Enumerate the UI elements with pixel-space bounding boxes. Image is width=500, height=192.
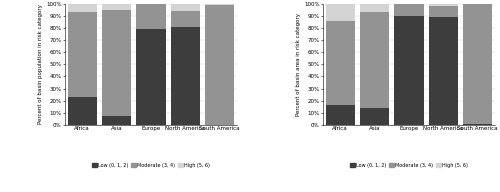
Bar: [429, 6, 458, 17]
Legend: Low (0, 1, 2), Moderate (3, 4), High (5, 6): Low (0, 1, 2), Moderate (3, 4), High (5,…: [348, 161, 470, 170]
Bar: [360, 108, 389, 125]
Bar: [463, 4, 492, 124]
Bar: [205, 5, 234, 125]
Bar: [102, 116, 131, 125]
Bar: [429, 17, 458, 125]
Bar: [102, 10, 131, 116]
Bar: [394, 16, 424, 125]
Bar: [205, 4, 234, 5]
Bar: [360, 4, 389, 12]
Bar: [136, 29, 166, 125]
Y-axis label: Percent of basin area in risk category: Percent of basin area in risk category: [296, 13, 301, 116]
Bar: [326, 21, 355, 105]
Bar: [136, 4, 166, 29]
Bar: [68, 4, 97, 12]
Legend: Low (0, 1, 2), Moderate (3, 4), High (5, 6): Low (0, 1, 2), Moderate (3, 4), High (5,…: [90, 161, 212, 170]
Bar: [102, 4, 131, 10]
Bar: [171, 11, 200, 27]
Bar: [394, 4, 424, 16]
Bar: [326, 4, 355, 21]
Bar: [326, 105, 355, 125]
Bar: [68, 97, 97, 125]
Bar: [68, 12, 97, 97]
Bar: [171, 27, 200, 125]
Bar: [429, 4, 458, 6]
Bar: [171, 4, 200, 11]
Bar: [360, 12, 389, 108]
Bar: [463, 124, 492, 125]
Y-axis label: Percent of basin population in risk category: Percent of basin population in risk cate…: [38, 4, 43, 124]
